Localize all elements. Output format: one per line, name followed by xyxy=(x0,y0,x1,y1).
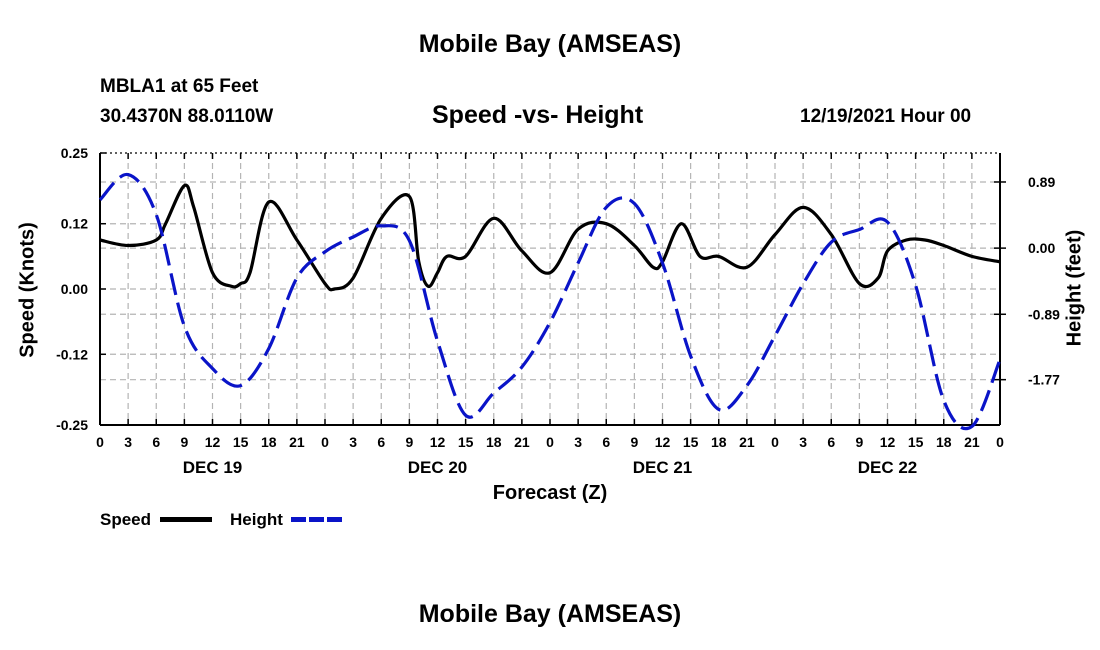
y-tick-label: 0.12 xyxy=(61,216,88,232)
x-tick-label: 6 xyxy=(377,434,385,450)
x-tick-label: 21 xyxy=(739,434,755,450)
y-tick-label: -0.25 xyxy=(56,417,88,433)
x-tick-label: 12 xyxy=(655,434,671,450)
forecast-datetime: 12/19/2021 Hour 00 xyxy=(800,106,972,127)
y2-tick-label: 0.00 xyxy=(1028,240,1055,256)
x-tick-label: 6 xyxy=(152,434,160,450)
station-coordinates: 30.4370N 88.0110W xyxy=(100,106,274,127)
x-tick-label: 3 xyxy=(799,434,807,450)
speed-series-line xyxy=(99,183,1001,292)
legend-height-swatch xyxy=(291,517,343,522)
day-label: DEC 22 xyxy=(858,458,918,477)
x-tick-label: 0 xyxy=(771,434,779,450)
station-label: MBLA1 at 65 Feet xyxy=(100,76,259,97)
day-label: DEC 19 xyxy=(183,458,243,477)
y-axis-label-left: Speed (Knots) xyxy=(16,222,39,358)
x-tick-label: 9 xyxy=(630,434,638,450)
y-tick-label: 0.25 xyxy=(61,145,88,161)
x-tick-label: 0 xyxy=(96,434,104,450)
day-label: DEC 21 xyxy=(633,458,693,477)
legend-speed-label: Speed xyxy=(100,510,152,529)
x-tick-label: 15 xyxy=(683,434,699,450)
x-tick-label: 0 xyxy=(996,434,1004,450)
y-axis-label-right: Height (feet) xyxy=(1063,229,1086,347)
x-tick-label: 9 xyxy=(180,434,188,450)
x-tick-label: 18 xyxy=(486,434,502,450)
day-label: DEC 20 xyxy=(408,458,468,477)
x-tick-label: 6 xyxy=(602,434,610,450)
x-tick-label: 3 xyxy=(574,434,582,450)
x-tick-label: 18 xyxy=(711,434,727,450)
x-tick-label: 3 xyxy=(349,434,357,450)
y2-tick-label: 0.89 xyxy=(1028,174,1055,190)
x-tick-label: 0 xyxy=(321,434,329,450)
x-tick-label: 6 xyxy=(827,434,835,450)
y-tick-label: -0.12 xyxy=(56,346,88,362)
y2-tick-label: -0.89 xyxy=(1028,306,1060,322)
x-tick-label: 15 xyxy=(233,434,249,450)
chart-title: Speed -vs- Height xyxy=(432,101,644,129)
x-tick-label: 15 xyxy=(458,434,474,450)
x-tick-label: 12 xyxy=(430,434,446,450)
y-tick-label: 0.00 xyxy=(61,281,88,297)
x-tick-label: 12 xyxy=(205,434,221,450)
x-tick-label: 18 xyxy=(936,434,952,450)
x-tick-label: 15 xyxy=(908,434,924,450)
x-tick-label: 3 xyxy=(124,434,132,450)
y2-tick-label: -1.77 xyxy=(1028,372,1060,388)
x-tick-label: 12 xyxy=(880,434,896,450)
x-tick-label: 18 xyxy=(261,434,277,450)
legend-speed-swatch xyxy=(160,517,212,522)
legend-height-label: Height xyxy=(230,510,283,529)
x-tick-label: 21 xyxy=(514,434,530,450)
height-series-line xyxy=(98,172,1002,431)
footer-title: Mobile Bay (AMSEAS) xyxy=(418,600,682,628)
x-tick-label: 9 xyxy=(405,434,413,450)
x-tick-label: 0 xyxy=(546,434,554,450)
x-axis-label: Forecast (Z) xyxy=(492,482,608,504)
x-tick-label: 21 xyxy=(289,434,305,450)
page-title: Mobile Bay (AMSEAS) xyxy=(418,30,682,58)
x-tick-label: 9 xyxy=(855,434,863,450)
x-tick-label: 21 xyxy=(964,434,980,450)
